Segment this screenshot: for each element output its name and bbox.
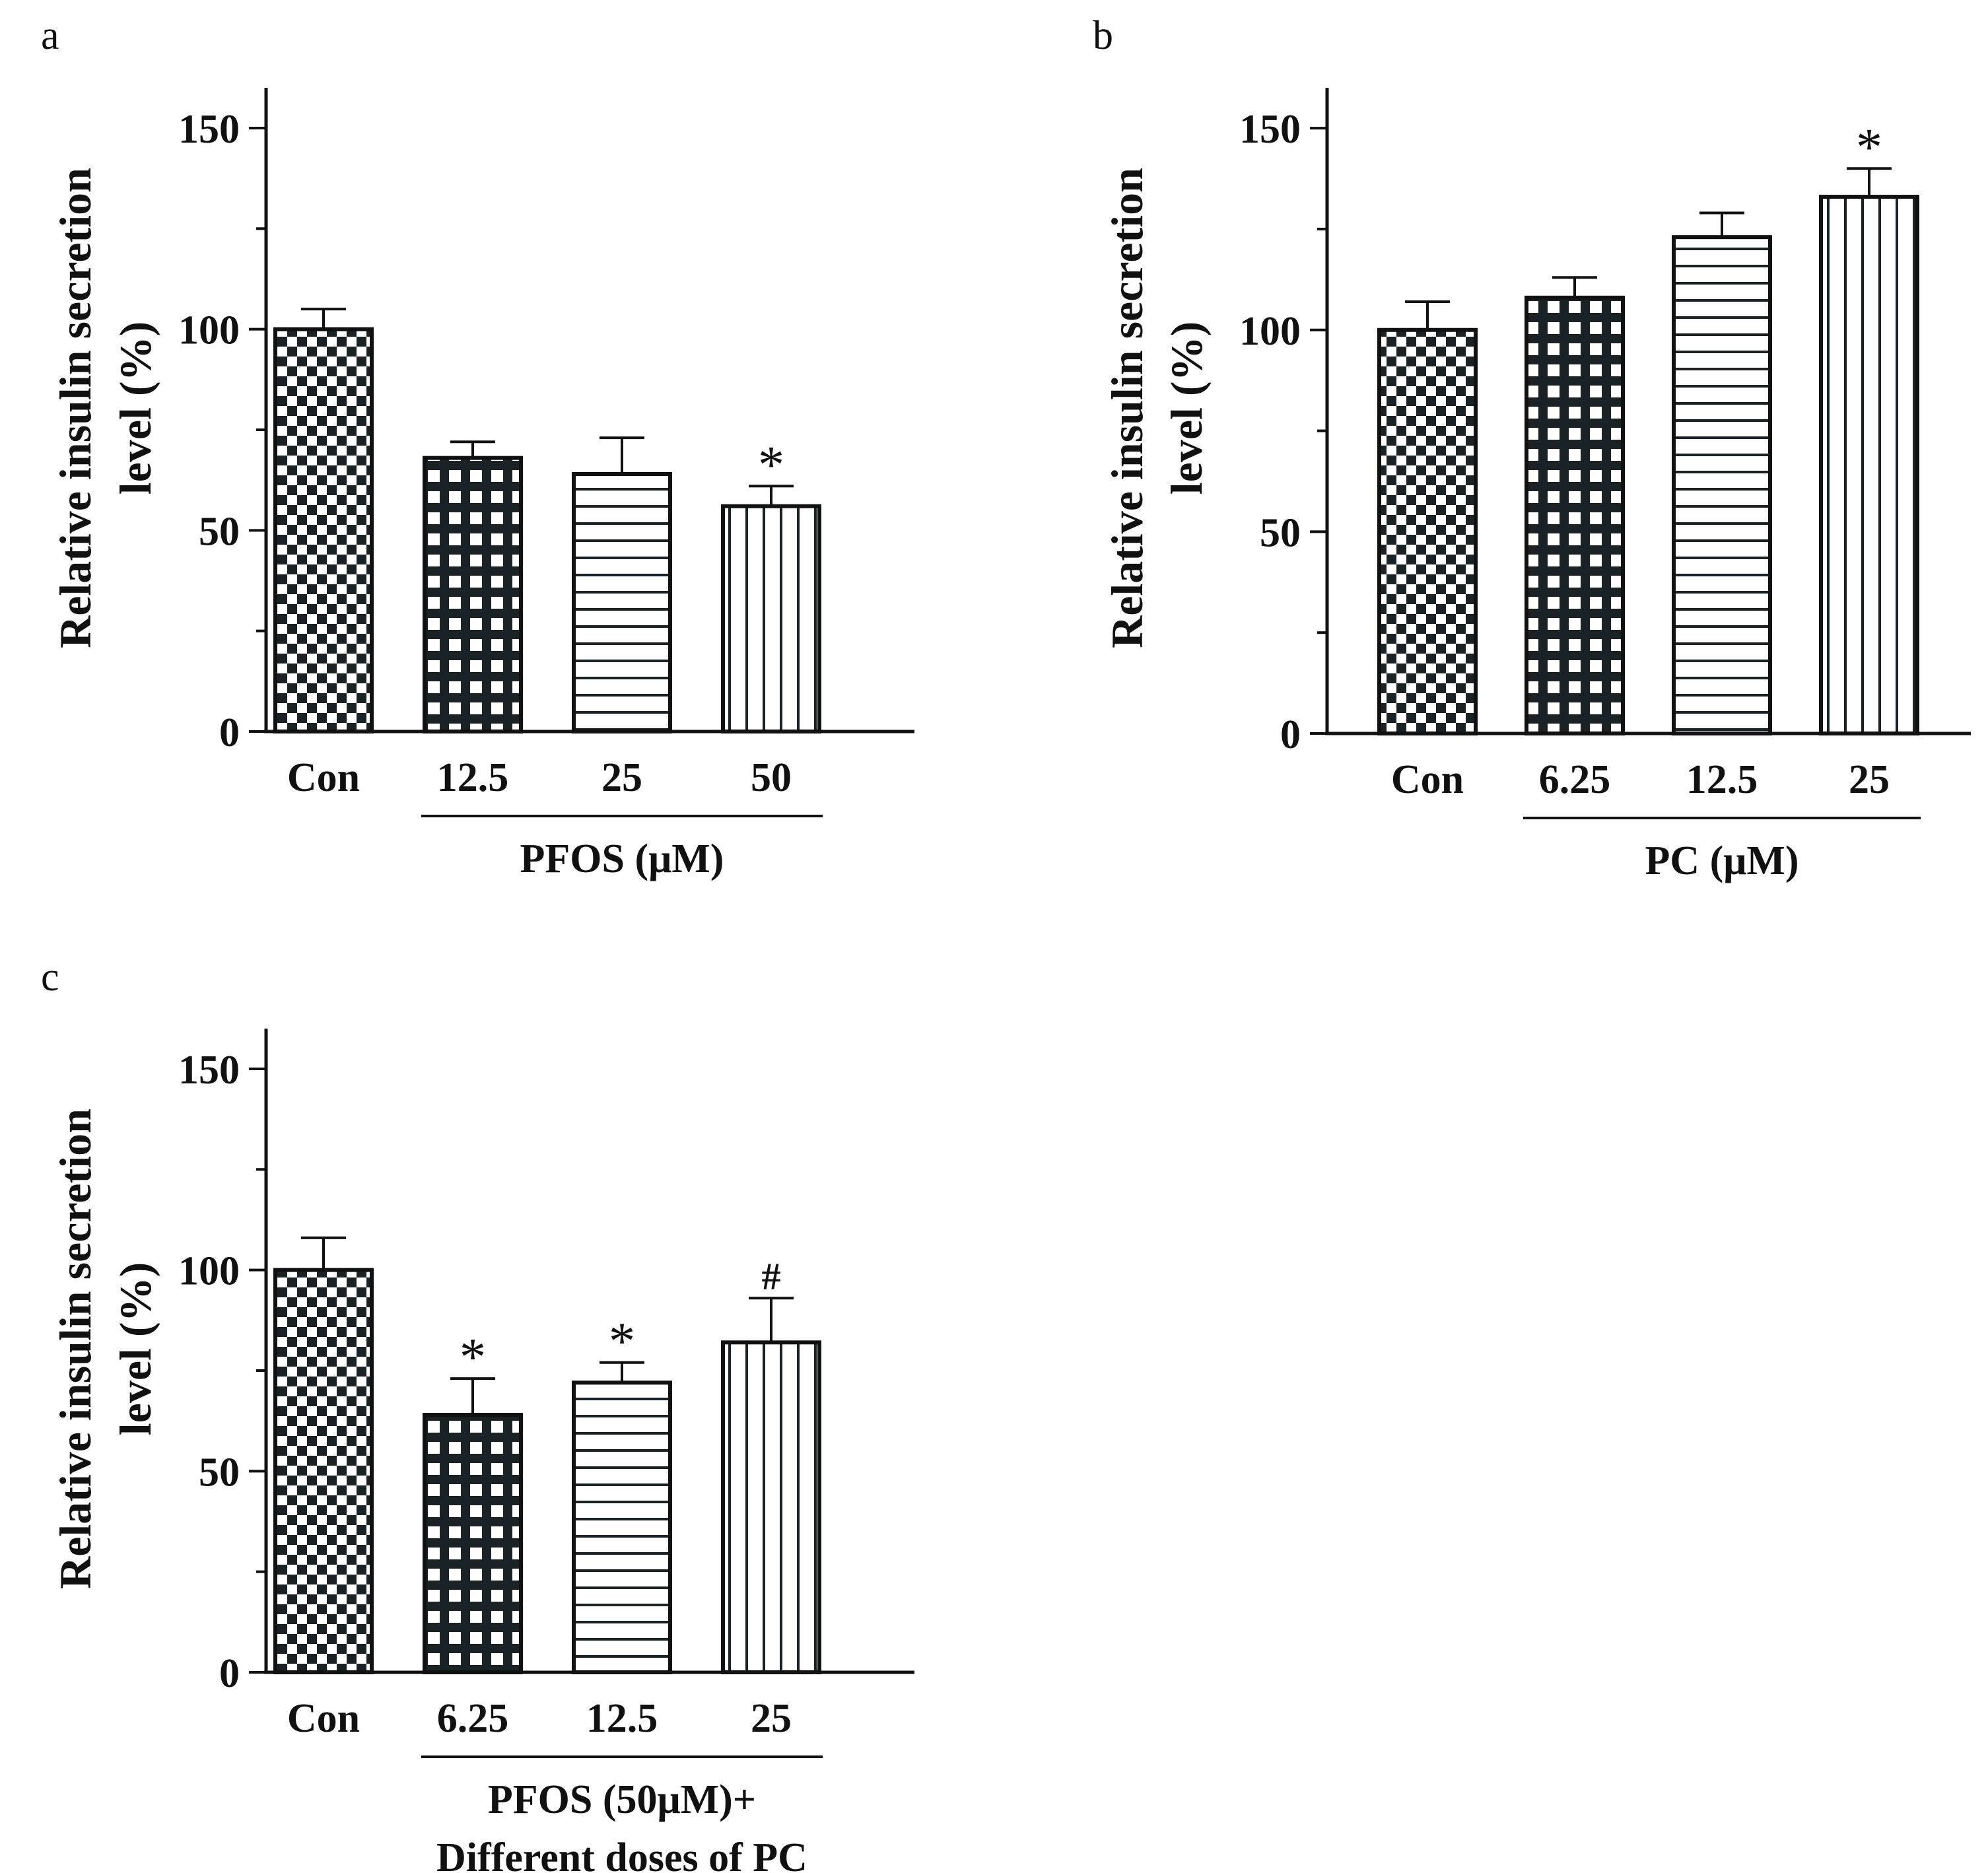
bar [273,1268,374,1674]
group-label: Different doses of PC [436,1835,807,1873]
error-bars [301,1236,794,1415]
x-tick-label: 25 [1849,757,1890,802]
significance-marker: * [609,1312,635,1371]
panel-c: c Relative insulin secretion level (%) 0… [41,955,914,1873]
group-annotation: PC (μM) [1523,817,1921,883]
y-tick-label: 100 [178,308,240,353]
y-axis-title-line1: Relative insulin secretion [1102,168,1152,648]
x-tick-labels: Con 6.25 12.5 25 [287,1696,792,1741]
x-tick-label: 25 [751,1696,792,1741]
y-axis-title-line2: level (%) [110,1262,160,1435]
group-annotation: PFOS (50μM)+ Different doses of PC [421,1755,823,1873]
x-tick-labels: Con 6.25 12.5 25 [1391,757,1890,802]
bar [1377,327,1478,735]
bar [1672,235,1772,736]
group-annotation: PFOS (μM) [421,815,823,881]
bar [572,472,672,733]
axes: 0 50 100 150 [1239,88,1971,757]
bar [1819,195,1919,736]
y-tick-label: 50 [1260,510,1301,555]
significance-markers: * * # [460,1254,781,1386]
group-label: PC (μM) [1645,838,1799,883]
y-tick-label: 0 [219,710,240,755]
x-tick-label: Con [287,1696,360,1741]
bar [721,504,821,733]
y-tick-label: 150 [178,1048,240,1093]
y-tick-label: 100 [178,1249,240,1294]
panel-b: b Relative insulin secretion level (%) 0… [1093,13,1971,883]
bar [273,327,374,733]
error-bars [301,308,794,506]
x-tick-labels: Con 12.5 25 50 [287,755,792,800]
y-tick-label: 150 [178,107,240,152]
bars [273,327,821,733]
panel-letter: a [41,13,59,58]
significance-markers: * [1856,118,1882,176]
x-tick-label: Con [287,755,360,800]
x-tick-label: 25 [601,755,642,800]
y-axis-title-line1: Relative insulin secretion [50,1108,100,1589]
y-tick-label: 150 [1239,107,1301,152]
bar [572,1380,672,1674]
y-axis-title-line2: level (%) [110,322,160,494]
x-tick-label: 12.5 [586,1696,658,1741]
significance-marker: * [1856,118,1882,176]
x-tick-label: Con [1391,757,1464,802]
y-tick-label: 0 [1280,712,1301,757]
x-tick-label: 12.5 [437,755,509,800]
bars [1377,195,1919,736]
y-tick-label: 0 [219,1651,240,1696]
x-tick-label: 50 [751,755,792,800]
significance-markers: * [758,436,784,494]
y-axis-title-line1: Relative insulin secretion [50,168,100,648]
y-tick-label: 50 [199,1450,240,1495]
significance-marker: # [762,1254,781,1297]
error-bars [1405,167,1892,330]
panel-letter: c [41,955,59,1000]
panel-a: a Relative insulin secretion level (%) 0… [41,13,914,881]
y-tick-label: 100 [1239,309,1301,354]
x-tick-label: 6.25 [1539,757,1611,802]
x-tick-label: 6.25 [437,1696,509,1741]
bars [273,1268,821,1674]
bar [721,1340,821,1674]
y-tick-label: 50 [199,509,240,554]
significance-marker: * [758,436,784,494]
group-label: PFOS (50μM)+ [488,1777,756,1822]
bar [423,1413,523,1674]
y-axis-title-line2: level (%) [1161,322,1212,494]
bar [423,456,523,733]
x-tick-label: 12.5 [1686,757,1758,802]
significance-marker: * [460,1328,486,1386]
panel-letter: b [1093,13,1113,58]
group-label: PFOS (μM) [520,836,724,881]
bar [1525,295,1625,736]
